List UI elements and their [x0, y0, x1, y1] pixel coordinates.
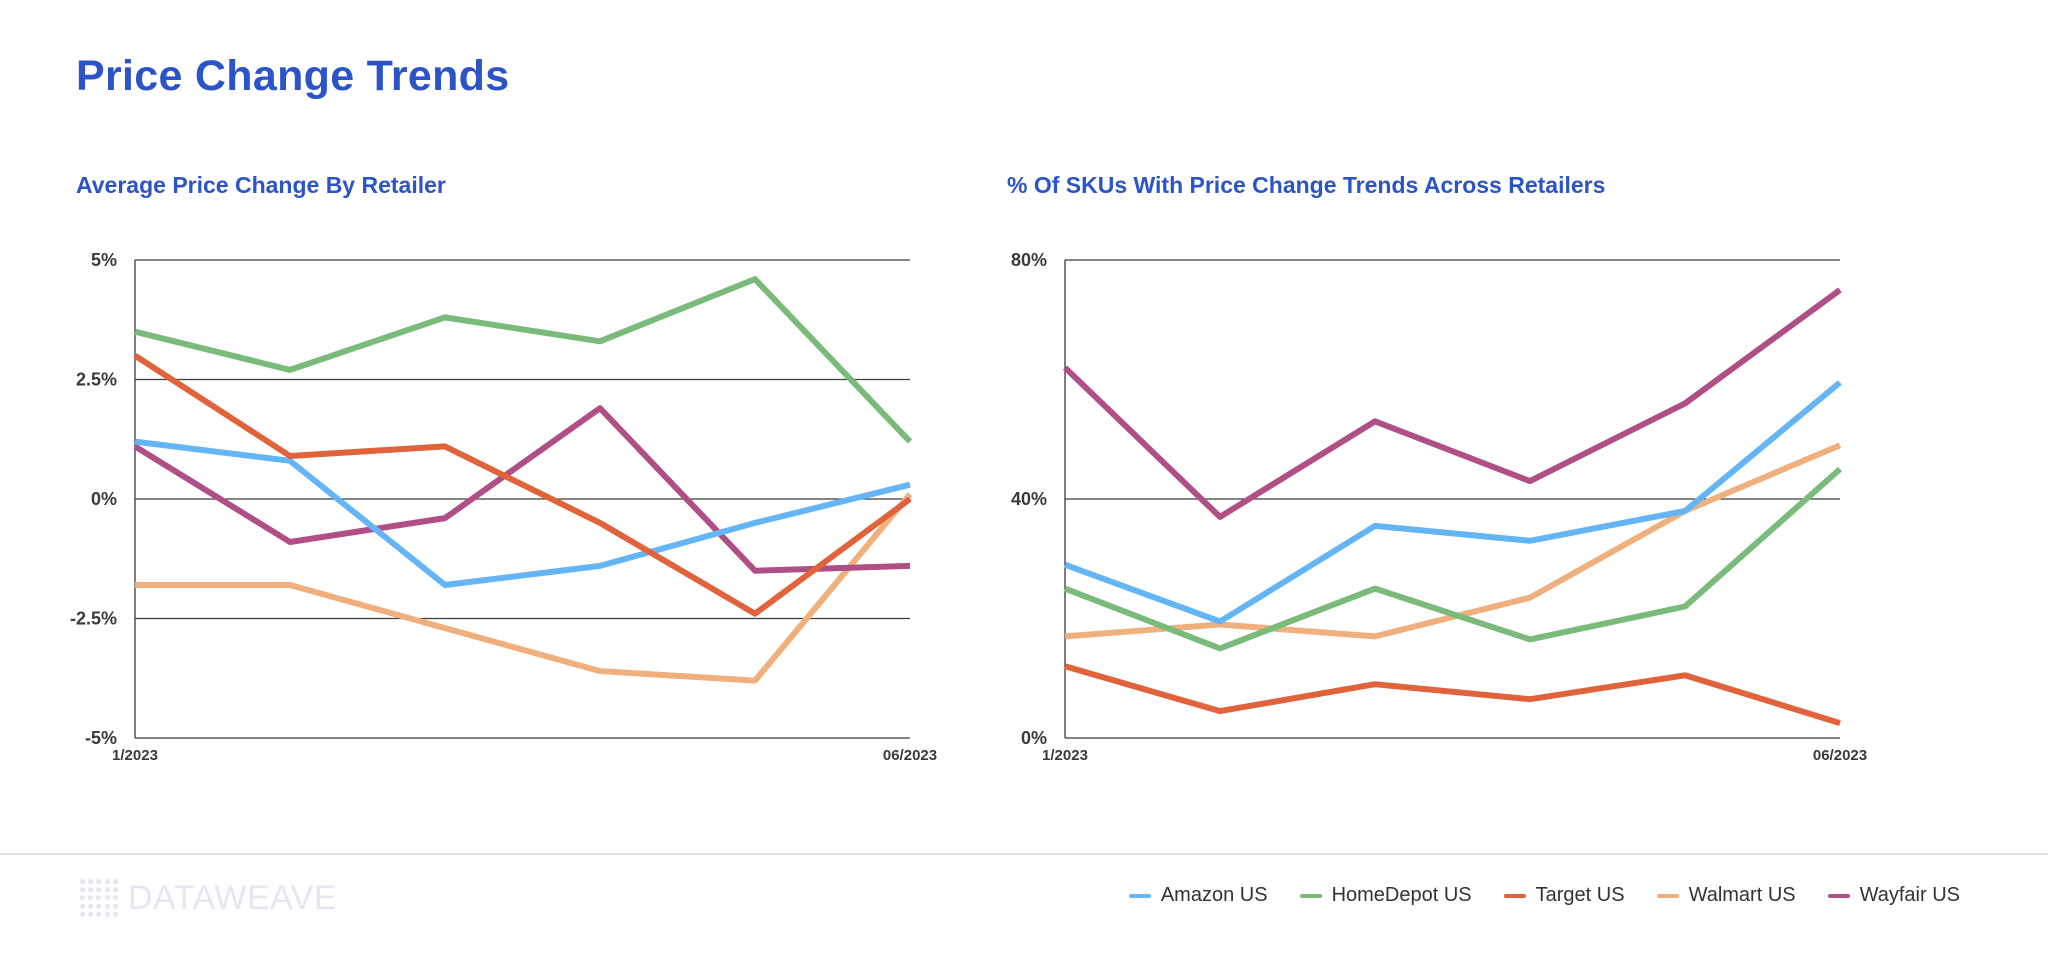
- y-tick-label: -2.5%: [70, 609, 117, 629]
- series-line-wayfair-us: [1062, 287, 1842, 520]
- brand-logo: DATAWEAVE: [80, 878, 337, 918]
- page-title: Price Change Trends: [76, 52, 510, 100]
- legend-label-amazon: Amazon US: [1160, 884, 1268, 906]
- series-line-target-us: [133, 353, 912, 617]
- chart-title-average-price-change: Average Price Change By Retailer: [76, 172, 446, 198]
- legend-label-homedepot: HomeDepot US: [1331, 884, 1472, 906]
- legend-swatch-walmart: [1656, 893, 1679, 898]
- legend-item-homedepot: HomeDepot US: [1299, 884, 1472, 907]
- legend-label-walmart: Walmart US: [1688, 884, 1796, 906]
- series-line-homedepot-us: [134, 276, 913, 444]
- y-tick-label: 40%: [1011, 489, 1047, 509]
- legend-swatch-amazon: [1128, 893, 1151, 898]
- chart-title-sku-percent: % Of SKUs With Price Change Trends Acros…: [1007, 172, 1606, 198]
- legend-item-amazon: Amazon US: [1128, 884, 1268, 907]
- legend-item-walmart: Walmart US: [1656, 884, 1796, 907]
- y-tick-label: 5%: [91, 250, 117, 270]
- brand-name: DATAWEAVE: [128, 878, 338, 917]
- y-tick-label: -5%: [85, 728, 117, 748]
- series-line-wayfair-us: [133, 405, 911, 574]
- y-tick-label: 0%: [1021, 728, 1047, 748]
- footer-divider: [0, 853, 2048, 855]
- x-tick-label: 06/2023: [1813, 747, 1867, 764]
- legend-swatch-target: [1503, 893, 1526, 898]
- legend-item-target: Target US: [1503, 884, 1625, 907]
- chart-average-price-change: -5% -2.5% 0% 2.5% 5% 1/2023 06/2023: [70, 250, 937, 764]
- x-tick-label: 1/2023: [112, 747, 158, 764]
- y-tick-label: 2.5%: [76, 370, 117, 390]
- x-tick-label: 1/2023: [1042, 747, 1088, 764]
- chart-legend: Amazon US HomeDepot US Target US Walmart…: [1128, 884, 1960, 907]
- brand-dots-icon: [80, 879, 118, 917]
- series-line-amazon-us: [134, 438, 911, 588]
- legend-swatch-wayfair: [1827, 893, 1850, 898]
- chart-sku-percent: 0% 40% 80% 1/2023 06/2023: [1011, 250, 1867, 764]
- series-line-target-us: [1064, 663, 1841, 726]
- series-line-homedepot-us: [1063, 466, 1842, 652]
- y-tick-label: 80%: [1011, 250, 1047, 270]
- legend-item-wayfair: Wayfair US: [1827, 884, 1960, 907]
- x-tick-label: 06/2023: [883, 747, 937, 764]
- legend-label-wayfair: Wayfair US: [1859, 884, 1960, 906]
- series-line-walmart-us: [135, 492, 913, 684]
- series-line-amazon-us: [1063, 380, 1842, 625]
- legend-swatch-homedepot: [1299, 893, 1322, 898]
- legend-label-target: Target US: [1535, 884, 1625, 906]
- y-tick-label: 0%: [91, 489, 117, 509]
